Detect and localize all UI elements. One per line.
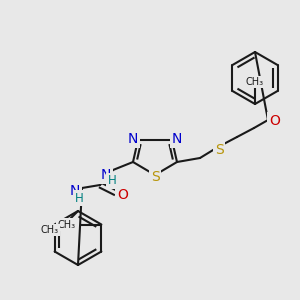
Text: N: N	[101, 168, 111, 182]
Text: O: O	[270, 114, 280, 128]
Text: CH₃: CH₃	[246, 77, 264, 87]
Text: N: N	[128, 132, 138, 146]
Text: H: H	[108, 175, 116, 188]
Text: CH₃: CH₃	[41, 225, 59, 235]
Text: CH₃: CH₃	[57, 220, 75, 230]
Text: S: S	[151, 170, 159, 184]
Text: N: N	[70, 184, 80, 198]
Text: S: S	[214, 143, 224, 157]
Text: O: O	[118, 188, 128, 202]
Text: N: N	[172, 132, 182, 146]
Text: H: H	[75, 191, 83, 205]
